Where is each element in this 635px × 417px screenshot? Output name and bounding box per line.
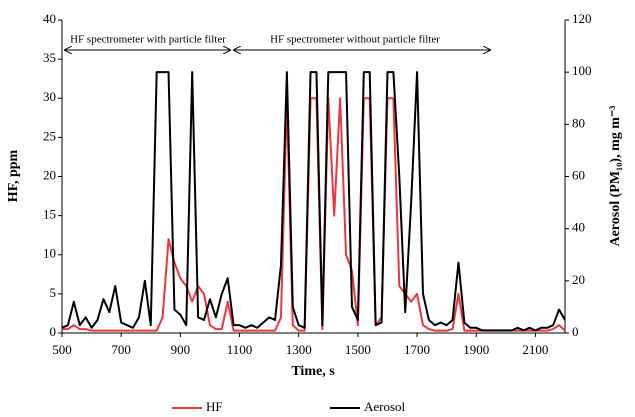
y-axis-title: HF, ppm	[6, 149, 21, 202]
y-tick-label: 10	[43, 246, 56, 261]
x-tick-label: 1900	[463, 342, 489, 357]
y-tick-label: 40	[43, 11, 56, 26]
x-tick-label: 1300	[286, 342, 312, 357]
x-tick-label: 2100	[522, 342, 548, 357]
y2-tick-label: 20	[572, 272, 585, 287]
y-tick-label: 15	[43, 207, 56, 222]
y2-tick-label: 60	[572, 167, 585, 182]
x-tick-label: 900	[171, 342, 191, 357]
x-tick-label: 1500	[345, 342, 371, 357]
x-tick-label: 1100	[227, 342, 253, 357]
x-tick-label: 1700	[404, 342, 430, 357]
x-tick-label: 700	[111, 342, 131, 357]
y2-tick-label: 100	[572, 63, 592, 78]
y2-tick-label: 0	[572, 324, 579, 339]
y2-tick-label: 80	[572, 115, 585, 130]
x-tick-label: 500	[52, 342, 72, 357]
y-tick-label: 20	[43, 167, 56, 182]
data-line	[62, 97, 566, 332]
data-line	[61, 71, 566, 332]
x-axis-title: Time, s	[291, 364, 335, 379]
annotation: HF spectrometer without particle filter	[270, 34, 440, 46]
annotation: HF spectrometer with particle filter	[70, 34, 226, 46]
y-tick-label: 25	[43, 128, 56, 143]
legend-label: Aerosol	[364, 399, 406, 414]
legend-label: HF	[206, 399, 223, 414]
y-tick-label: 35	[43, 50, 56, 65]
y-tick-label: 30	[43, 89, 56, 104]
y2-tick-label: 120	[572, 11, 592, 26]
y2-axis-title: Aerosol (PM₁₀), mg m⁻³	[608, 105, 623, 246]
y-tick-label: 5	[50, 285, 57, 300]
y2-tick-label: 40	[572, 220, 585, 235]
y-tick-label: 0	[50, 324, 57, 339]
